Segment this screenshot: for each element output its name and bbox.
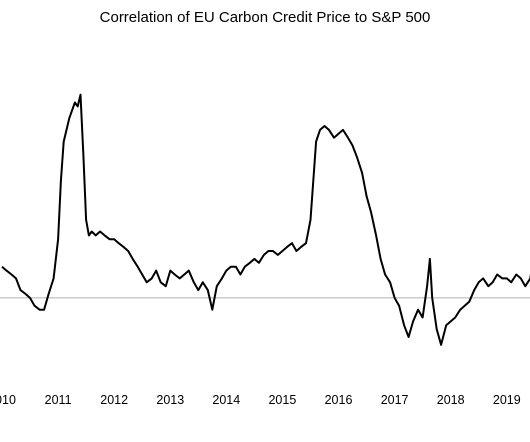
x-tick-labels: 2010 2011 2012 2013 2014 2015 2016 2017 2018 2019: [0, 393, 521, 407]
x-tick-label: 2010: [0, 393, 16, 407]
x-tick-label: 2015: [268, 393, 296, 407]
series-line-0: [1, 93, 530, 346]
x-tick-label: 2012: [100, 393, 128, 407]
x-tick-label: 2014: [212, 393, 240, 407]
x-tick-label: 2017: [381, 393, 409, 407]
series-group: [1, 93, 530, 346]
x-tick-label: 2016: [325, 393, 353, 407]
x-tick-label: 2018: [437, 393, 465, 407]
x-tick-label: 2013: [156, 393, 184, 407]
x-tick-label: 2019: [493, 393, 521, 407]
chart-title: Correlation of EU Carbon Credit Price to…: [100, 9, 431, 26]
x-tick-label: 2011: [45, 393, 72, 407]
